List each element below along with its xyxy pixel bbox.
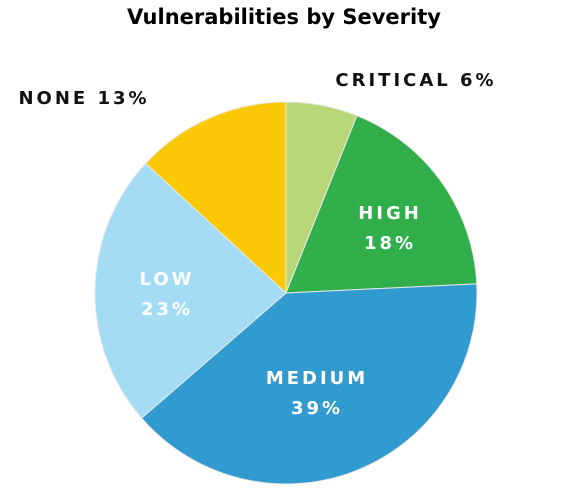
pie-slice-low: [94, 162, 287, 419]
pie-slice-high: [285, 115, 478, 294]
pie-slice-none: [144, 101, 287, 295]
slice-label-medium: MEDIUM 39%: [266, 368, 368, 419]
pie-labels: CRITICAL 6% HIGH 18% MEDIUM 39% LOW 23% NONE 13…: [18, 70, 496, 419]
pie-slice-medium: [140, 283, 478, 485]
pie-slices: [94, 101, 478, 485]
slice-label-critical: CRITICAL 6%: [335, 70, 496, 91]
slice-label-high: HIGH 18%: [358, 203, 422, 254]
slice-label-none: NONE 13%: [18, 88, 149, 109]
chart-title: Vulnerabilities by Severity: [127, 5, 441, 29]
slice-label-low: LOW 23%: [140, 269, 195, 320]
